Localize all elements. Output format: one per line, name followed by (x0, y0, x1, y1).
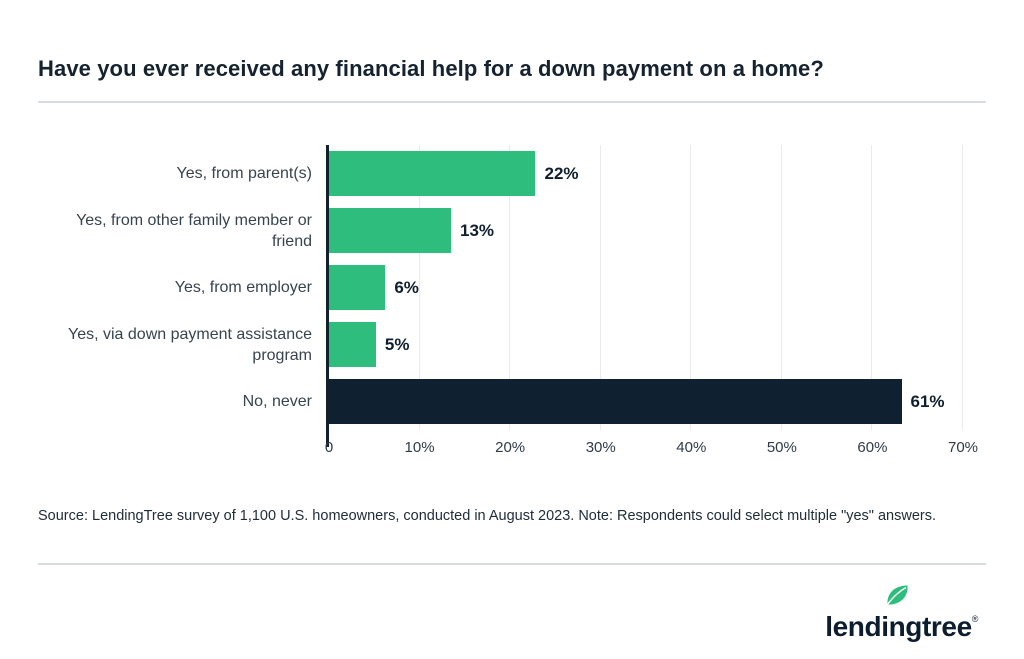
gridline (599, 145, 601, 430)
category-label: Yes, from parent(s) (176, 165, 312, 182)
x-tick-label: 30% (585, 439, 616, 456)
bar-value-label: 22% (544, 163, 579, 183)
page-title: Have you ever received any financial hel… (38, 56, 824, 81)
bar (329, 379, 902, 424)
logo-wordmark: lendingtree® (825, 611, 978, 642)
plot-area (329, 145, 963, 430)
category-label: Yes, from other family member or friend (76, 211, 312, 250)
bar-value-label: 61% (910, 391, 945, 411)
gridline (509, 145, 511, 430)
chart-row: Yes, from other family member or friend 1… (38, 202, 986, 259)
bar-track: 13% (329, 208, 986, 253)
x-tick-label: 40% (676, 439, 707, 456)
chart-row: Yes, via down payment assistance program… (38, 316, 986, 373)
category-label: Yes, from employer (174, 279, 312, 296)
bar-value-label: 6% (394, 277, 419, 297)
bar (329, 322, 376, 367)
x-tick-label: 60% (857, 439, 888, 456)
lendingtree-logo: lendingtree® (825, 584, 978, 642)
category-label: Yes, via down payment assistance program (68, 325, 312, 364)
gridline (690, 145, 692, 430)
title-divider (38, 101, 986, 103)
x-tick-label: 20% (495, 439, 526, 456)
bar-track: 5% (329, 322, 986, 367)
bar-chart: Yes, from parent(s) 22% Yes, from other fa… (38, 145, 986, 467)
y-axis-line (326, 145, 329, 447)
chart-rows: Yes, from parent(s) 22% Yes, from other fa… (38, 145, 986, 430)
chart-row: Yes, from parent(s) 22% (38, 145, 986, 202)
bar (329, 265, 386, 310)
gridline (871, 145, 873, 430)
chart-row: Yes, from employer 6% (38, 259, 986, 316)
bar-track: 22% (329, 151, 986, 196)
leaf-icon (887, 585, 908, 605)
source-note: Source: LendingTree survey of 1,100 U.S.… (38, 508, 936, 524)
bar (329, 208, 451, 253)
x-axis-ticks: 0 10% 20% 30% 40% 50% 60% 70% (325, 439, 978, 463)
x-tick-label: 10% (404, 439, 435, 456)
x-tick-label: 0 (324, 439, 334, 456)
bar-track: 61% (329, 379, 986, 424)
bar-value-label: 13% (460, 220, 495, 240)
footer-divider (38, 563, 986, 565)
bar-value-label: 5% (384, 334, 410, 354)
gridline (780, 145, 782, 430)
bar (329, 151, 536, 196)
chart-row: No, never 61% (38, 373, 986, 430)
registered-mark: ® (971, 614, 979, 624)
gridline (418, 145, 420, 430)
category-label: No, never (242, 393, 312, 410)
x-tick-label: 50% (766, 439, 797, 456)
x-tick-label: 70% (947, 439, 979, 456)
gridline (962, 145, 963, 430)
bar-track: 6% (329, 265, 986, 310)
